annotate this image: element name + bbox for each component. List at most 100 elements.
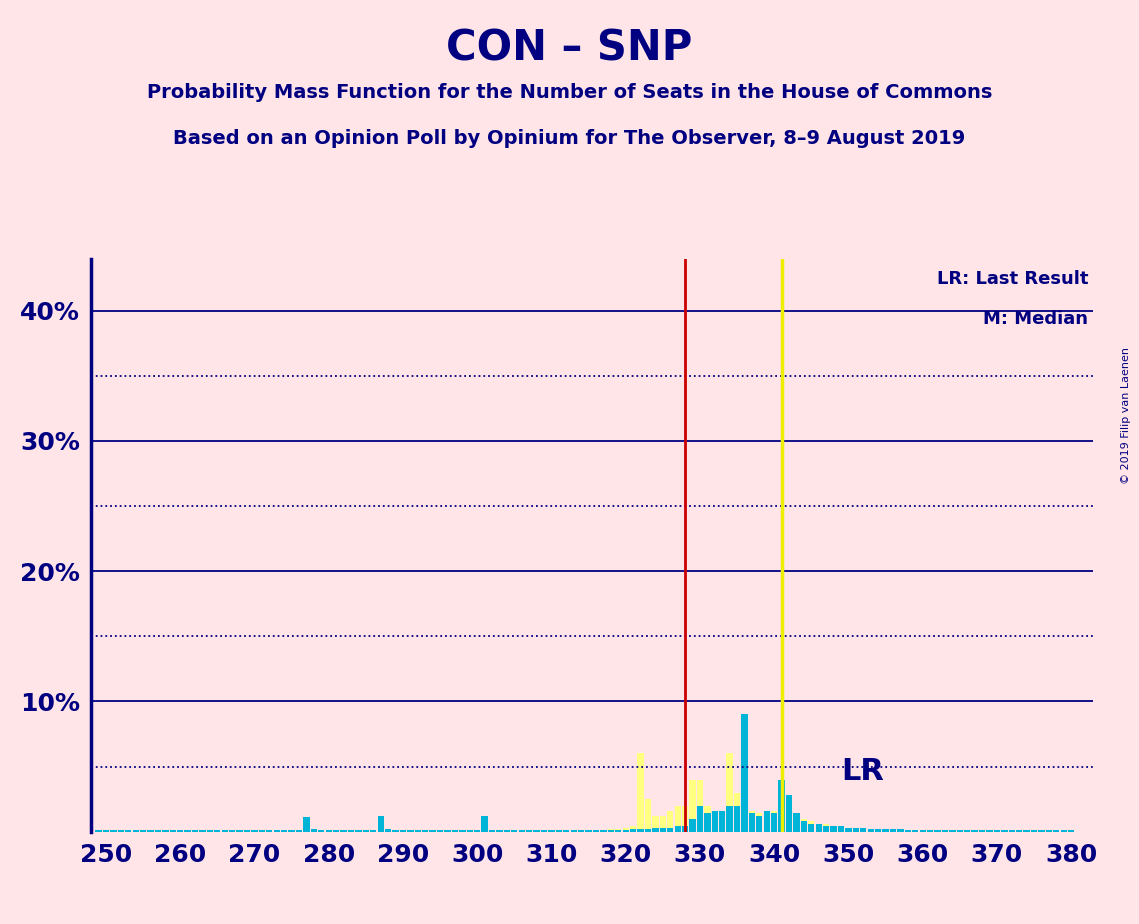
Bar	[689, 780, 696, 832]
Bar	[1001, 831, 1008, 832]
Bar	[771, 813, 777, 832]
Bar	[674, 806, 681, 832]
Bar	[207, 831, 213, 832]
Bar	[697, 806, 703, 832]
Bar	[362, 831, 369, 832]
Bar	[526, 831, 532, 832]
Bar	[1054, 831, 1059, 832]
Bar	[281, 831, 287, 832]
Bar	[704, 806, 711, 832]
Bar	[318, 831, 325, 832]
Text: Based on an Opinion Poll by Opinium for The Observer, 8–9 August 2019: Based on an Opinion Poll by Opinium for …	[173, 129, 966, 149]
Bar	[793, 816, 800, 832]
Bar	[541, 831, 547, 832]
Bar	[259, 831, 265, 832]
Bar	[801, 819, 808, 832]
Text: LR: LR	[841, 757, 884, 786]
Bar	[659, 816, 666, 832]
Bar	[489, 831, 495, 832]
Bar	[993, 831, 1000, 832]
Bar	[875, 829, 882, 832]
Bar	[347, 831, 354, 832]
Bar	[942, 831, 948, 832]
Bar	[191, 831, 198, 832]
Bar	[423, 831, 428, 832]
Bar	[370, 831, 376, 832]
Text: © 2019 Filip van Laenen: © 2019 Filip van Laenen	[1121, 347, 1131, 484]
Text: Probability Mass Function for the Number of Seats in the House of Commons: Probability Mass Function for the Number…	[147, 83, 992, 103]
Bar	[577, 831, 584, 832]
Bar	[533, 831, 540, 832]
Bar	[252, 831, 257, 832]
Bar	[1024, 831, 1030, 832]
Bar	[1068, 831, 1074, 832]
Bar	[1060, 831, 1067, 832]
Bar	[748, 813, 755, 832]
Bar	[816, 824, 822, 832]
Bar	[659, 828, 666, 832]
Bar	[942, 831, 948, 832]
Bar	[147, 831, 154, 832]
Bar	[1016, 831, 1023, 832]
Bar	[667, 828, 673, 832]
Bar	[548, 831, 555, 832]
Bar	[518, 831, 525, 832]
Bar	[585, 831, 592, 832]
Bar	[577, 831, 584, 832]
Bar	[1046, 831, 1052, 832]
Bar	[303, 817, 310, 832]
Bar	[608, 831, 614, 832]
Bar	[853, 828, 859, 832]
Bar	[1039, 831, 1044, 832]
Bar	[853, 829, 859, 832]
Bar	[117, 831, 124, 832]
Bar	[244, 831, 251, 832]
Text: M: Median: M: Median	[983, 310, 1089, 328]
Bar	[838, 826, 844, 832]
Bar	[355, 831, 361, 832]
Bar	[653, 828, 658, 832]
Bar	[608, 829, 614, 832]
Bar	[437, 831, 443, 832]
Bar	[934, 831, 941, 832]
Bar	[734, 806, 740, 832]
Bar	[615, 829, 622, 832]
Bar	[949, 831, 956, 832]
Bar	[1009, 831, 1015, 832]
Bar	[682, 806, 688, 832]
Bar	[786, 796, 793, 832]
Bar	[809, 824, 814, 832]
Bar	[978, 831, 985, 832]
Bar	[712, 810, 718, 832]
Bar	[592, 831, 599, 832]
Bar	[919, 831, 926, 832]
Bar	[674, 826, 681, 832]
Bar	[392, 831, 399, 832]
Bar	[1031, 831, 1038, 832]
Bar	[830, 826, 837, 832]
Text: CON – SNP: CON – SNP	[446, 28, 693, 69]
Bar	[816, 824, 822, 832]
Bar	[697, 780, 703, 832]
Bar	[689, 819, 696, 832]
Bar	[132, 831, 139, 832]
Bar	[838, 826, 844, 832]
Bar	[809, 821, 814, 832]
Bar	[273, 831, 280, 832]
Bar	[823, 824, 829, 832]
Bar	[630, 829, 637, 832]
Bar	[801, 821, 808, 832]
Bar	[860, 828, 867, 832]
Bar	[103, 831, 109, 832]
Bar	[763, 810, 770, 832]
Bar	[311, 829, 317, 832]
Bar	[125, 831, 131, 832]
Bar	[823, 826, 829, 832]
Bar	[756, 813, 762, 832]
Bar	[503, 831, 510, 832]
Bar	[845, 829, 852, 832]
Bar	[868, 829, 874, 832]
Bar	[638, 829, 644, 832]
Bar	[927, 831, 933, 832]
Bar	[763, 810, 770, 832]
